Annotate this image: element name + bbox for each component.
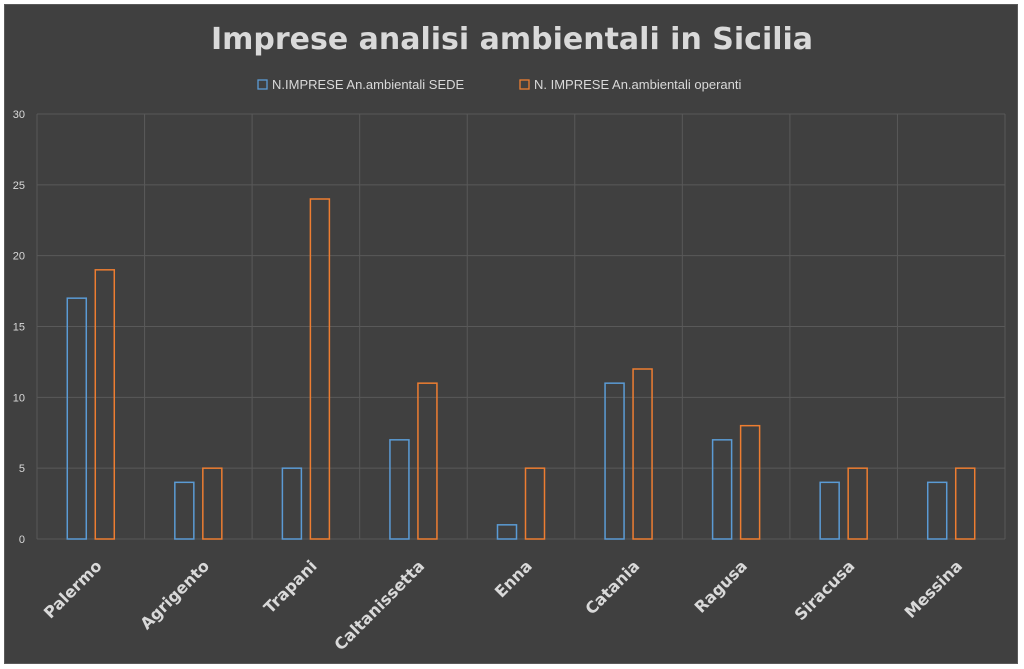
bar-operanti-catania <box>632 368 653 540</box>
x-tick-label: Caltanissetta <box>330 556 428 654</box>
bar-operanti-palermo <box>94 269 116 540</box>
y-tick-label: 15 <box>13 322 25 334</box>
bar-sede-palermo <box>66 297 88 540</box>
bar-sede-caltanissetta <box>389 439 410 540</box>
bar-operanti-enna <box>524 467 546 540</box>
x-axis: Palermo Agrigento Trapani Caltanissetta Enna… <box>40 556 966 654</box>
bar-operanti-siracusa <box>847 467 868 540</box>
y-tick-label: 30 <box>13 109 25 121</box>
chart-title: Imprese analisi ambientali in Sicilia <box>211 22 813 57</box>
bar-sede-siracusa <box>819 481 840 540</box>
y-tick-label: 20 <box>13 251 25 263</box>
bar-operanti-messina <box>954 467 976 540</box>
x-tick-label: Ragusa <box>691 556 751 616</box>
chart-grid <box>36 113 1006 540</box>
y-tick-label: 25 <box>13 180 25 192</box>
chart-frame: Imprese analisi ambientali in Sicilia N.… <box>4 4 1018 664</box>
x-tick-label: Siracusa <box>791 556 859 624</box>
bar-sede-ragusa <box>711 439 733 540</box>
chart-canvas: Imprese analisi ambientali in Sicilia N.… <box>13 22 1006 654</box>
y-tick-label: 10 <box>13 392 25 404</box>
chart-legend: N.IMPRESE An.ambientali SEDE N. IMPRESE A… <box>257 77 741 92</box>
x-tick-label: Trapani <box>260 556 321 617</box>
bar-operanti-agrigento <box>202 467 223 540</box>
bar-sede-enna <box>496 524 518 540</box>
x-tick-label: Enna <box>491 556 536 601</box>
legend-label: N. IMPRESE An.ambientali operanti <box>534 77 741 92</box>
bar-sede-catania <box>604 382 625 540</box>
y-tick-label: 0 <box>19 534 25 546</box>
bar-sede-agrigento <box>174 481 195 540</box>
y-axis: 0 5 10 15 20 25 30 <box>13 109 25 546</box>
x-tick-label: Palermo <box>40 556 106 622</box>
bar-sede-trapani <box>281 467 303 540</box>
legend-swatch <box>257 79 268 90</box>
bars-area <box>66 198 976 540</box>
bar-operanti-trapani <box>309 198 331 540</box>
x-tick-label: Messina <box>901 556 966 621</box>
bar-operanti-ragusa <box>739 424 761 540</box>
x-tick-label: Agrigento <box>136 556 213 633</box>
legend-label: N.IMPRESE An.ambientali SEDE <box>272 77 465 92</box>
legend-swatch <box>519 79 530 90</box>
bar-operanti-caltanissetta <box>417 382 438 540</box>
x-tick-label: Catania <box>581 556 643 618</box>
bar-sede-messina <box>926 481 948 540</box>
y-tick-label: 5 <box>19 463 25 475</box>
